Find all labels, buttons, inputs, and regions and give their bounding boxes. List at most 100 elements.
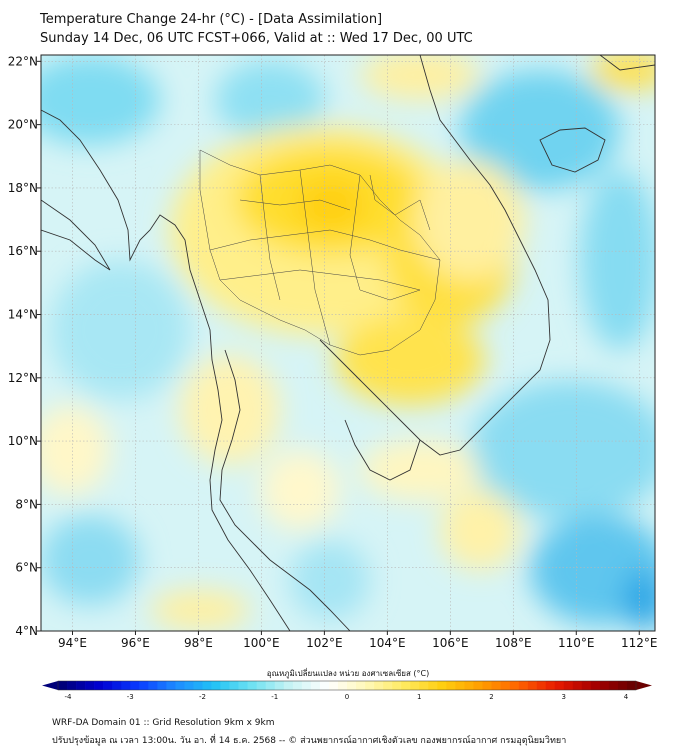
colorbar-tick-label: -4 <box>65 693 73 700</box>
colorbar-segment <box>437 681 447 690</box>
lat-tick-label: 8°N <box>15 497 38 511</box>
latitude-axis: 22°N 20°N 18°N 16°N 14°N 12°N 10°N 8°N 6°N 4°N <box>8 54 41 638</box>
colorbar-segment <box>103 681 113 690</box>
lon-tick-label: 104°E <box>369 636 406 650</box>
lon-tick-label: 102°E <box>306 636 343 650</box>
lat-tick-label: 12°N <box>8 371 38 385</box>
lat-tick-label: 14°N <box>8 308 38 322</box>
colorbar-segment <box>419 681 429 690</box>
colorbar-segment <box>256 681 267 690</box>
colorbar-tick-label: 3 <box>562 693 566 700</box>
colorbar <box>42 680 652 691</box>
colorbar-segment <box>337 681 348 690</box>
colorbar-segment <box>166 681 176 690</box>
colorbar-segment <box>184 681 194 690</box>
colorbar-segment <box>76 681 86 690</box>
temperature-field <box>41 55 655 631</box>
colorbar-tick-label: -2 <box>199 693 206 700</box>
colorbar-segment <box>310 681 321 690</box>
colorbar-segment <box>229 681 239 690</box>
map-frame <box>40 54 656 632</box>
colorbar-segment <box>590 681 601 690</box>
map-figure: 94°E 96°E 98°E 100°E 102°E 104°E 106°E 108°E 110… <box>8 54 658 700</box>
lat-tick-label: 4°N <box>15 624 38 638</box>
colorbar-segment <box>157 681 167 690</box>
colorbar-segment <box>211 681 221 690</box>
colorbar-segment <box>473 681 483 690</box>
lon-tick-label: 112°E <box>621 636 658 650</box>
chart-title: Temperature Change 24-hr (°C) - [Data As… <box>40 12 383 27</box>
colorbar-segment <box>58 681 68 690</box>
colorbar-segment <box>518 681 528 690</box>
colorbar-segment <box>301 681 312 690</box>
colorbar-segment <box>392 681 402 690</box>
colorbar-segment <box>626 681 637 690</box>
longitude-axis: 94°E 96°E 98°E 100°E 102°E 104°E 106°E 108°E 110… <box>58 631 658 650</box>
colorbar-segment <box>500 681 510 690</box>
colorbar-segment <box>112 681 122 690</box>
colorbar-segment <box>238 681 248 690</box>
colorbar-tick-label: 1 <box>417 693 421 700</box>
colorbar-segment <box>536 681 546 690</box>
province-borders <box>199 149 441 356</box>
colorbar-segment <box>202 681 212 690</box>
colorbar-segment <box>193 681 203 690</box>
colorbar-segment <box>464 681 474 690</box>
colorbar-segment <box>283 681 294 690</box>
grid-lines <box>41 55 655 631</box>
chart-subtitle: Sunday 14 Dec, 06 UTC FCST+066, Valid at… <box>40 31 473 46</box>
lon-tick-label: 110°E <box>558 636 595 650</box>
colorbar-segment <box>175 681 185 690</box>
colorbar-segment <box>130 681 140 690</box>
lon-tick-label: 100°E <box>243 636 280 650</box>
lon-tick-label: 94°E <box>58 636 87 650</box>
lat-tick-label: 16°N <box>8 244 38 258</box>
colorbar-segment <box>491 681 501 690</box>
colorbar-segment <box>121 681 131 690</box>
colorbar-title: อุณหภูมิเปลี่ยนแปลง หน่วย องศาเซลเซียส (… <box>267 667 429 679</box>
colorbar-segment <box>85 681 95 690</box>
colorbar-segment <box>347 681 357 690</box>
coastlines <box>41 55 655 631</box>
lon-tick-label: 108°E <box>495 636 532 650</box>
colorbar-segment <box>545 681 556 690</box>
colorbar-segment <box>139 681 149 690</box>
colorbar-segment <box>265 681 276 690</box>
colorbar-segment <box>247 681 257 690</box>
colorbar-segment <box>527 681 537 690</box>
colorbar-tick-label: -3 <box>127 693 134 700</box>
colorbar-segment <box>572 681 583 690</box>
colorbar-segment <box>356 681 366 690</box>
lat-tick-label: 18°N <box>8 181 38 195</box>
colorbar-segment <box>401 681 411 690</box>
colorbar-segment <box>319 681 330 690</box>
colorbar-segment <box>581 681 592 690</box>
colorbar-max-arrow <box>636 681 652 690</box>
colorbar-labels: -4 -3 -2 -1 0 1 2 3 4 <box>65 693 629 700</box>
footer-model-info: WRF-DA Domain 01 :: Grid Resolution 9km … <box>52 718 275 728</box>
colorbar-tick-label: 0 <box>345 693 349 700</box>
colorbar-segment <box>383 681 393 690</box>
footer-credit: ปรับปรุงข้อมูล ณ เวลา 13:00น. วัน อา. ที… <box>52 736 567 746</box>
colorbar-segment <box>482 681 492 690</box>
colorbar-segment <box>608 681 619 690</box>
colorbar-segment <box>563 681 574 690</box>
colorbar-min-arrow <box>42 681 58 690</box>
colorbar-segment <box>617 681 628 690</box>
colorbar-segment <box>274 681 285 690</box>
colorbar-segment <box>374 681 384 690</box>
colorbar-tick-label: 2 <box>489 693 493 700</box>
colorbar-tick-label: 4 <box>624 693 629 700</box>
colorbar-tick-label: -1 <box>271 693 278 700</box>
lat-tick-label: 22°N <box>8 54 38 68</box>
colorbar-segment <box>365 681 375 690</box>
lon-tick-label: 106°E <box>432 636 469 650</box>
lat-tick-label: 6°N <box>15 561 38 575</box>
colorbar-segment <box>509 681 519 690</box>
colorbar-segment <box>455 681 465 690</box>
colorbar-segment <box>410 681 420 690</box>
colorbar-segment <box>148 681 158 690</box>
lat-tick-label: 20°N <box>8 118 38 132</box>
colorbar-segment <box>599 681 610 690</box>
lon-tick-label: 96°E <box>121 636 150 650</box>
